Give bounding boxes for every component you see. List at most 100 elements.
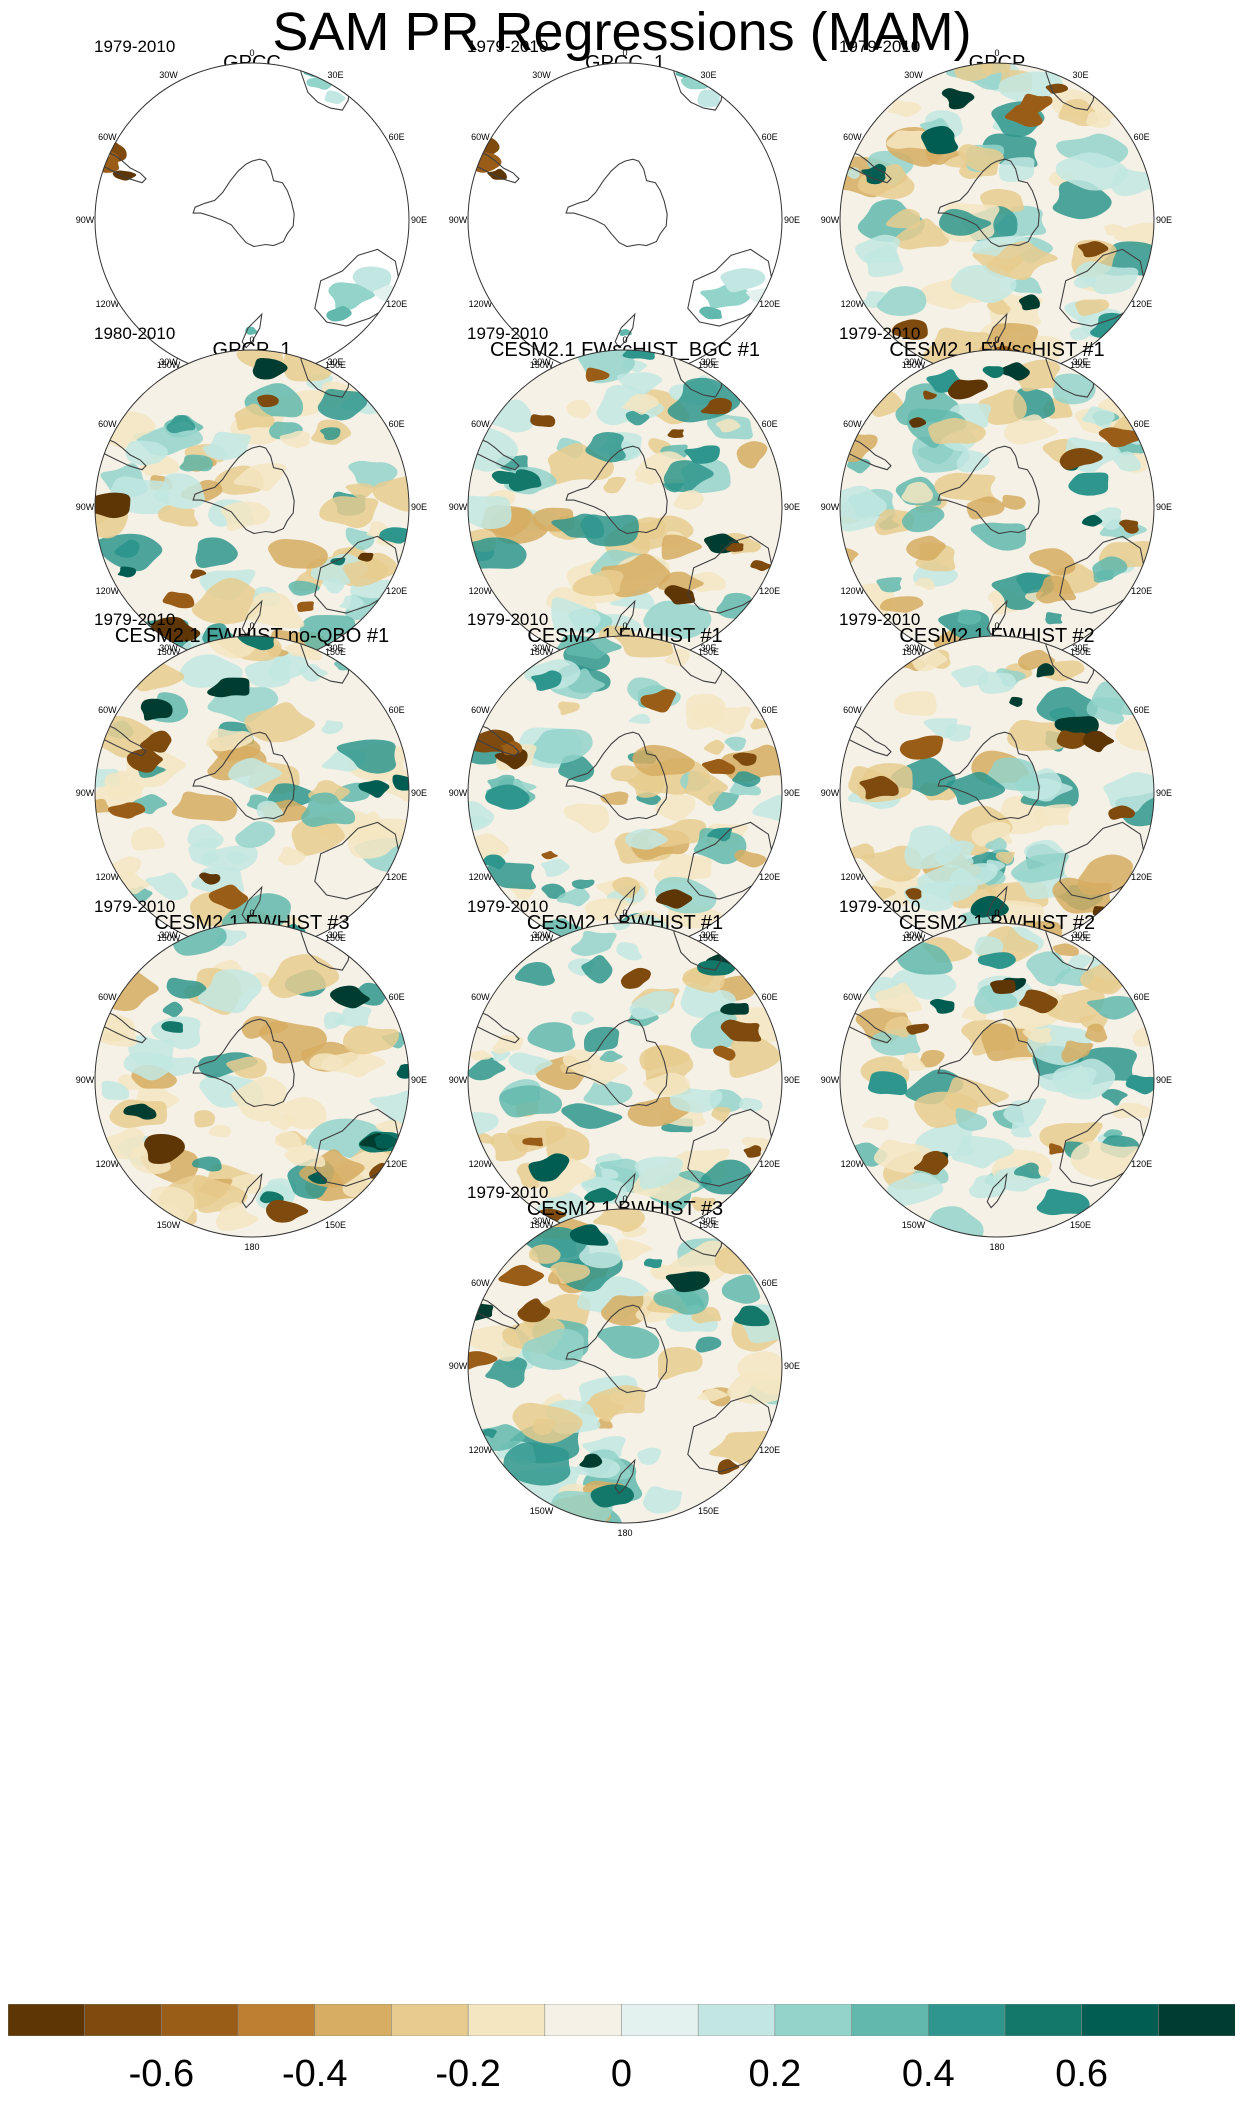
longitude-label: 60E [388, 131, 405, 142]
longitude-label: 60W [843, 991, 862, 1002]
longitude-label: 0 [622, 48, 628, 58]
colorbar-swatch [391, 2003, 469, 2037]
colorbar-swatch [237, 2003, 316, 2037]
precip-anomaly-field [95, 926, 409, 1232]
longitude-label: 30E [1072, 930, 1089, 941]
longitude-label: 60W [98, 704, 117, 715]
colorbar-swatch [1081, 2003, 1159, 2037]
longitude-label: 150E [697, 1219, 720, 1230]
longitude-label: 30E [1072, 643, 1089, 654]
longitude-label: 120W [468, 1158, 493, 1169]
longitude-label: 60W [843, 418, 862, 429]
longitude-label: 150E [1069, 932, 1092, 943]
longitude-label: 120E [759, 1444, 781, 1455]
longitude-label: 90E [783, 1075, 800, 1085]
longitude-label: 90E [783, 215, 800, 225]
longitude-label: 30W [904, 70, 923, 81]
longitude-label: 60E [1133, 991, 1150, 1002]
longitude-label: 150W [156, 359, 181, 370]
colorbar-swatch [467, 2003, 546, 2037]
longitude-label: 0 [249, 621, 255, 631]
longitude-label: 90E [410, 215, 427, 225]
colorbar-swatch [84, 2003, 162, 2037]
longitude-label: 120W [95, 298, 120, 309]
longitude-label: 30W [532, 1216, 551, 1227]
longitude-label: 90E [1155, 502, 1172, 512]
longitude-label: 30E [327, 70, 344, 81]
longitude-label: 60E [388, 991, 405, 1002]
longitude-label: 120W [840, 871, 865, 882]
map-background [468, 63, 782, 377]
longitude-label: 150E [697, 1505, 720, 1516]
longitude-label: 90E [410, 502, 427, 512]
colorbar-tick-label: -0.4 [282, 2053, 348, 2095]
polar-map [467, 1208, 783, 1524]
longitude-label: 120E [386, 871, 408, 882]
longitude-label: 150W [529, 932, 554, 943]
longitude-label: 60W [843, 131, 862, 142]
polar-map [94, 922, 410, 1238]
longitude-label: 120W [840, 585, 865, 596]
longitude-label: 120W [468, 298, 493, 309]
longitude-label: 30E [700, 643, 717, 654]
colorbar-tick-label: 0.6 [1055, 2053, 1109, 2095]
longitude-label: 150W [529, 1505, 554, 1516]
longitude-label: 150E [697, 932, 720, 943]
longitude-label: 60W [843, 704, 862, 715]
longitude-label: 0 [249, 335, 255, 345]
longitude-label: 120W [468, 871, 493, 882]
longitude-label: 150W [901, 1219, 926, 1230]
polar-map [94, 635, 410, 951]
longitude-label: 120E [759, 871, 781, 882]
panel-period: 1979-2010 [467, 897, 549, 916]
longitude-label: 90W [820, 1075, 840, 1085]
precip-anomaly-field [840, 359, 1154, 664]
longitude-label: 120E [386, 1158, 408, 1169]
map-background [95, 63, 409, 377]
longitude-label: 150W [156, 1219, 181, 1230]
longitude-label: 60W [471, 991, 490, 1002]
longitude-label: 150W [156, 646, 181, 657]
colorbar-swatch [927, 2003, 1006, 2037]
longitude-label: 0 [994, 48, 1000, 58]
panel-period: 1979-2010 [467, 324, 549, 343]
panel-period: 1979-2010 [839, 897, 921, 916]
longitude-label: 120E [759, 1158, 781, 1169]
panel-period: 1979-2010 [839, 610, 921, 629]
colorbar-swatch [697, 2003, 776, 2037]
longitude-label: 60E [1133, 131, 1150, 142]
longitude-label: 90W [75, 788, 95, 798]
longitude-label: 30E [1072, 357, 1089, 368]
longitude-label: 0 [249, 908, 255, 918]
longitude-label: 90E [1155, 1075, 1172, 1085]
longitude-label: 30W [904, 930, 923, 941]
longitude-label: 90W [448, 1361, 468, 1371]
longitude-label: 90W [820, 215, 840, 225]
colorbar-swatch [161, 2003, 239, 2037]
colorbar-swatch [774, 2003, 853, 2037]
longitude-label: 90W [820, 788, 840, 798]
longitude-label: 30W [532, 930, 551, 941]
longitude-label: 60E [1133, 418, 1150, 429]
longitude-label: 120W [468, 585, 493, 596]
polar-map [839, 349, 1155, 665]
longitude-label: 120W [95, 585, 120, 596]
polar-map [467, 62, 783, 378]
panel-period: 1979-2010 [94, 610, 176, 629]
longitude-label: 60E [761, 418, 778, 429]
longitude-label: 90E [410, 1075, 427, 1085]
longitude-label: 120E [1131, 585, 1153, 596]
longitude-label: 0 [622, 335, 628, 345]
longitude-label: 0 [994, 621, 1000, 631]
longitude-label: 30W [159, 643, 178, 654]
panel-period: 1979-2010 [467, 37, 549, 56]
panel-period: 1979-2010 [94, 897, 176, 916]
longitude-label: 90E [1155, 215, 1172, 225]
longitude-label: 150W [156, 932, 181, 943]
panel-period: 1979-2010 [839, 324, 921, 343]
longitude-label: 0 [622, 908, 628, 918]
colorbar-tick-label: -0.2 [435, 2053, 501, 2095]
longitude-label: 60E [761, 131, 778, 142]
longitude-label: 30E [700, 930, 717, 941]
longitude-label: 0 [994, 908, 1000, 918]
